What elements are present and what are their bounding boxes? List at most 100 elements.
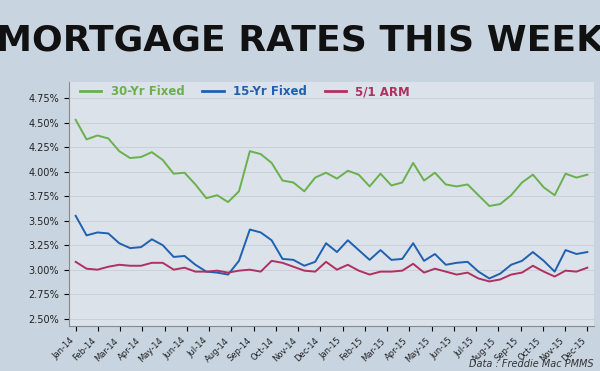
5/1 ARM [290,265,297,269]
30-Yr Fixed [334,176,341,181]
30-Yr Fixed [344,168,352,173]
15-Yr Fixed [127,246,134,250]
15-Yr Fixed [410,241,417,246]
5/1 ARM [431,266,439,271]
5/1 ARM [540,269,547,274]
30-Yr Fixed [442,182,449,187]
Text: Data : Freddie Mac PMMS: Data : Freddie Mac PMMS [469,359,594,369]
15-Yr Fixed [464,260,471,264]
30-Yr Fixed [475,193,482,197]
30-Yr Fixed [377,171,384,176]
30-Yr Fixed [279,178,286,183]
30-Yr Fixed [203,196,210,200]
15-Yr Fixed [508,263,515,267]
5/1 ARM [322,260,329,264]
5/1 ARM [203,269,210,274]
30-Yr Fixed [224,200,232,204]
5/1 ARM [116,263,123,267]
15-Yr Fixed [214,270,221,275]
15-Yr Fixed [290,257,297,262]
5/1 ARM [192,269,199,274]
5/1 ARM [562,269,569,273]
15-Yr Fixed [268,238,275,243]
15-Yr Fixed [203,269,210,274]
5/1 ARM [366,272,373,277]
15-Yr Fixed [475,269,482,274]
15-Yr Fixed [442,263,449,267]
5/1 ARM [301,269,308,273]
15-Yr Fixed [551,269,558,274]
30-Yr Fixed [159,158,166,162]
30-Yr Fixed [290,180,297,185]
15-Yr Fixed [279,257,286,261]
30-Yr Fixed [192,182,199,187]
5/1 ARM [442,269,449,274]
30-Yr Fixed [453,184,460,188]
15-Yr Fixed [518,259,526,263]
30-Yr Fixed [105,136,112,141]
5/1 ARM [497,277,504,282]
5/1 ARM [257,269,265,274]
30-Yr Fixed [301,189,308,194]
30-Yr Fixed [410,161,417,165]
5/1 ARM [235,269,242,273]
5/1 ARM [398,269,406,273]
30-Yr Fixed [508,193,515,197]
5/1 ARM [214,269,221,273]
5/1 ARM [127,263,134,268]
5/1 ARM [508,272,515,277]
5/1 ARM [486,279,493,284]
15-Yr Fixed [334,250,341,254]
5/1 ARM [72,260,79,264]
30-Yr Fixed [388,183,395,188]
30-Yr Fixed [366,184,373,188]
15-Yr Fixed [486,276,493,281]
5/1 ARM [421,270,428,275]
30-Yr Fixed [322,171,329,175]
15-Yr Fixed [105,231,112,236]
15-Yr Fixed [181,254,188,258]
30-Yr Fixed [235,189,242,194]
30-Yr Fixed [355,173,362,177]
5/1 ARM [279,260,286,265]
15-Yr Fixed [170,255,177,259]
5/1 ARM [224,270,232,275]
30-Yr Fixed [529,173,536,177]
5/1 ARM [148,260,155,265]
30-Yr Fixed [137,155,145,159]
5/1 ARM [170,267,177,272]
5/1 ARM [246,267,253,272]
15-Yr Fixed [529,250,536,254]
15-Yr Fixed [72,214,79,218]
5/1 ARM [344,263,352,267]
5/1 ARM [518,270,526,275]
30-Yr Fixed [421,178,428,183]
15-Yr Fixed [497,271,504,276]
15-Yr Fixed [224,272,232,277]
15-Yr Fixed [573,252,580,256]
30-Yr Fixed [431,171,439,175]
30-Yr Fixed [94,133,101,138]
15-Yr Fixed [355,248,362,252]
15-Yr Fixed [366,257,373,262]
5/1 ARM [584,266,591,270]
Line: 5/1 ARM: 5/1 ARM [76,261,587,282]
15-Yr Fixed [192,263,199,267]
30-Yr Fixed [170,171,177,176]
30-Yr Fixed [551,193,558,197]
5/1 ARM [94,267,101,272]
15-Yr Fixed [453,260,460,265]
Legend: 30-Yr Fixed, 15-Yr Fixed, 5/1 ARM: 30-Yr Fixed, 15-Yr Fixed, 5/1 ARM [80,85,410,98]
15-Yr Fixed [159,243,166,247]
15-Yr Fixed [246,227,253,232]
15-Yr Fixed [94,230,101,235]
5/1 ARM [355,269,362,273]
30-Yr Fixed [573,175,580,180]
15-Yr Fixed [322,241,329,246]
5/1 ARM [159,260,166,265]
15-Yr Fixed [584,250,591,254]
5/1 ARM [551,274,558,279]
5/1 ARM [83,266,90,271]
30-Yr Fixed [518,180,526,185]
5/1 ARM [453,272,460,277]
